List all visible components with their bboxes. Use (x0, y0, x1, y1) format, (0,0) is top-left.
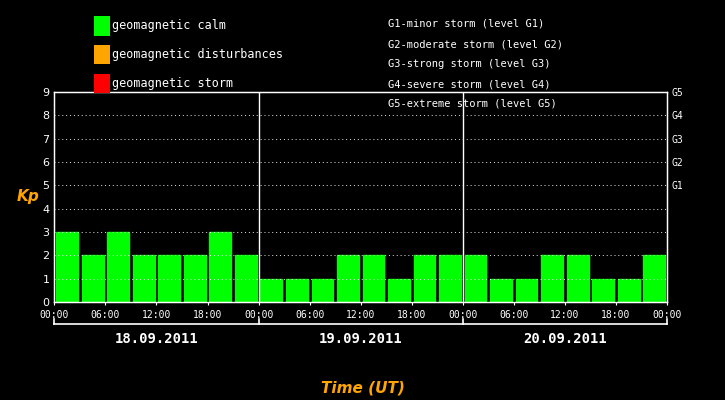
Bar (210, 232, 231, 302)
Text: G4-severe storm (level G4): G4-severe storm (level G4) (388, 79, 550, 89)
Text: G5-extreme storm (level G5): G5-extreme storm (level G5) (388, 99, 557, 109)
Text: G2-moderate storm (level G2): G2-moderate storm (level G2) (388, 39, 563, 49)
Text: geomagnetic calm: geomagnetic calm (112, 20, 226, 32)
Bar (133, 255, 154, 302)
Bar (57, 232, 78, 302)
Bar (260, 279, 282, 302)
Bar (158, 255, 180, 302)
Bar (542, 255, 563, 302)
Bar (337, 255, 359, 302)
Y-axis label: Kp: Kp (17, 190, 40, 204)
Bar (362, 255, 384, 302)
Bar (490, 279, 512, 302)
Bar (465, 255, 486, 302)
Text: 19.09.2011: 19.09.2011 (319, 332, 402, 346)
Text: geomagnetic storm: geomagnetic storm (112, 77, 233, 90)
Bar (414, 255, 435, 302)
Text: G3-strong storm (level G3): G3-strong storm (level G3) (388, 59, 550, 69)
Bar (643, 255, 665, 302)
Bar (184, 255, 206, 302)
Bar (312, 279, 334, 302)
Bar (286, 279, 307, 302)
Text: Time (UT): Time (UT) (320, 380, 405, 396)
Bar (235, 255, 257, 302)
Text: G1-minor storm (level G1): G1-minor storm (level G1) (388, 19, 544, 29)
Bar (515, 279, 537, 302)
Bar (592, 279, 614, 302)
Bar (618, 279, 639, 302)
Text: geomagnetic disturbances: geomagnetic disturbances (112, 48, 283, 61)
Bar (82, 255, 104, 302)
Bar (107, 232, 129, 302)
Bar (567, 255, 589, 302)
Text: 18.09.2011: 18.09.2011 (115, 332, 199, 346)
Bar (439, 255, 461, 302)
Text: 20.09.2011: 20.09.2011 (523, 332, 607, 346)
Bar (388, 279, 410, 302)
